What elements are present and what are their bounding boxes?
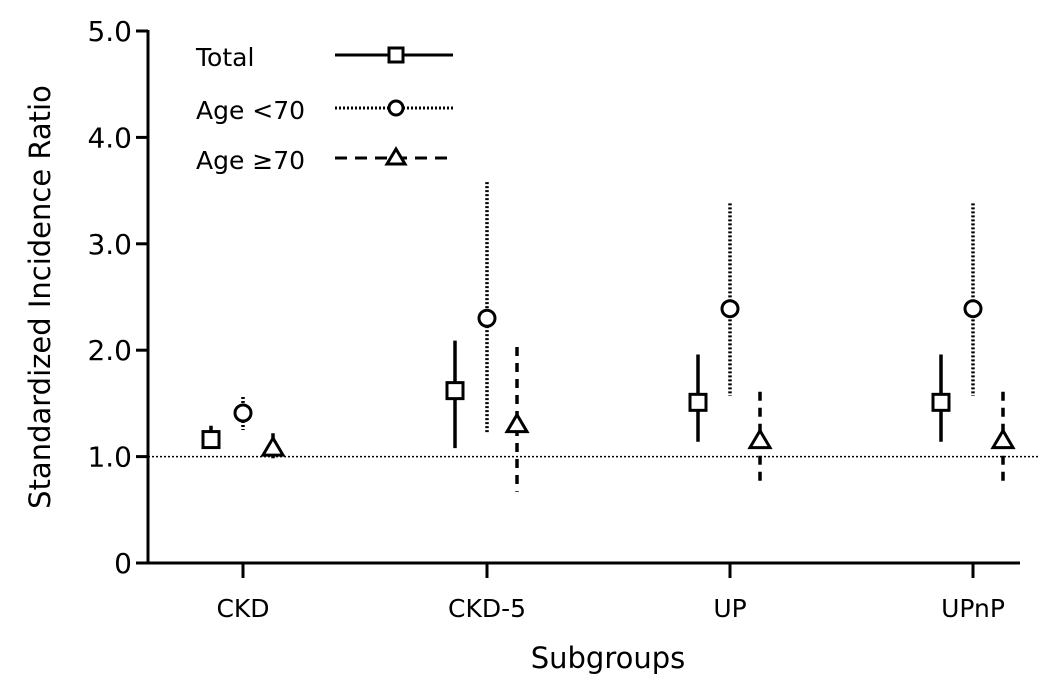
square-marker <box>201 430 221 450</box>
square-marker <box>688 392 708 412</box>
x-tick-label: CKD <box>216 594 269 623</box>
triangle-marker <box>260 435 286 457</box>
legend: Total Age <70 Age ≥70 <box>195 43 453 175</box>
circle-marker <box>233 403 253 423</box>
y-axis-label: Standardized Incidence Ratio <box>23 85 57 509</box>
y-tick-label: 0 <box>114 547 132 580</box>
legend-label: Age ≥70 <box>196 146 305 175</box>
triangle-marker <box>504 411 530 434</box>
y-tick-label: 2.0 <box>87 334 132 367</box>
x-axis-label: Subgroups <box>531 641 686 675</box>
series-circle <box>233 182 983 433</box>
circle-marker <box>387 99 405 117</box>
data-marks <box>201 182 1016 492</box>
square-marker <box>931 392 951 412</box>
circle-marker <box>477 308 497 328</box>
square-marker <box>387 46 405 64</box>
legend-label: Age <70 <box>196 96 305 125</box>
y-tick-label: 3.0 <box>87 228 132 261</box>
legend-label: Total <box>195 43 254 72</box>
y-tick-label: 4.0 <box>87 121 132 154</box>
series-square <box>201 340 951 450</box>
square-marker <box>445 381 465 401</box>
triangle-marker <box>990 427 1016 450</box>
axes: 0 1.0 2.0 3.0 4.0 5.0 CKD CKD-5 UP UPnP <box>87 15 1020 623</box>
y-tick-label: 5.0 <box>87 15 132 48</box>
y-tick-label: 1.0 <box>87 441 132 474</box>
circle-marker <box>963 299 983 319</box>
x-tick-label: UPnP <box>941 594 1005 623</box>
triangle-marker <box>747 427 773 450</box>
x-tick-label: UP <box>713 594 746 623</box>
series-triangle <box>260 347 1016 492</box>
circle-marker <box>720 299 740 319</box>
x-tick-label: CKD-5 <box>448 594 526 623</box>
triangle-marker <box>384 146 408 166</box>
